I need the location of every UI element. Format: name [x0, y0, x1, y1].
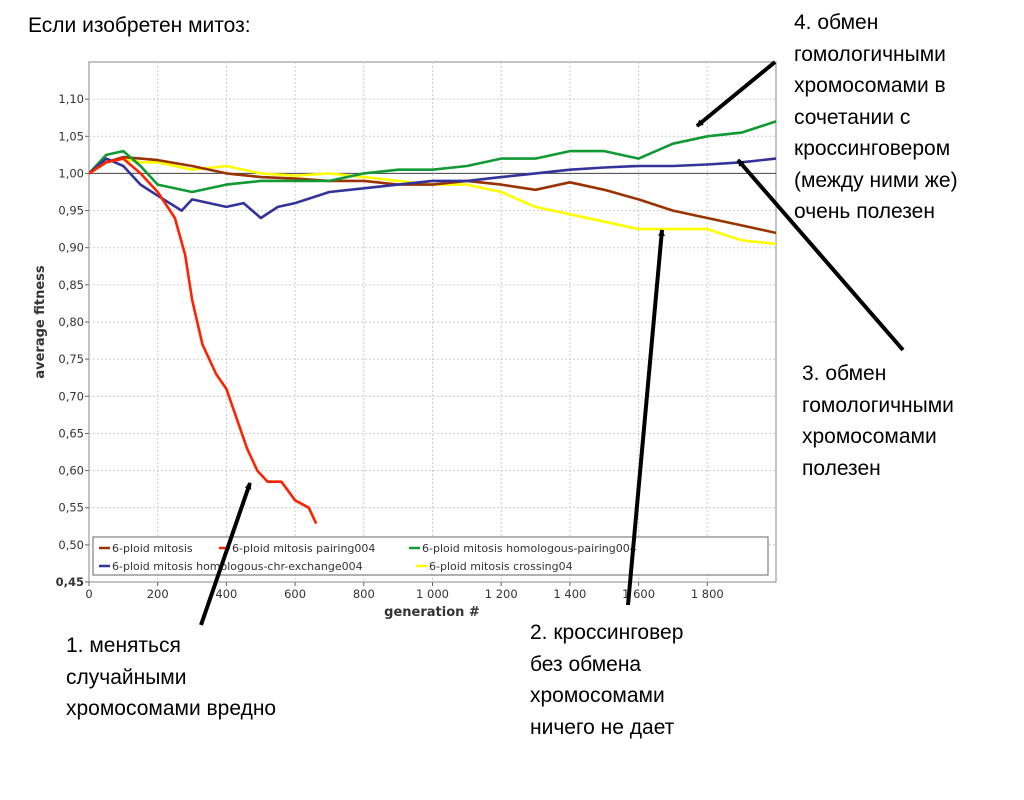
arrow-annotation-1	[199, 482, 252, 626]
y-tick-label: 1,10	[58, 92, 84, 106]
series-line	[89, 157, 776, 246]
annotation-line: кроссинговером	[794, 137, 951, 160]
legend-label: 6-ploid mitosis	[112, 542, 193, 555]
annotation-line: гомологичными	[802, 393, 954, 417]
x-axis-label: generation #	[384, 605, 480, 620]
annotation-line: хромосомами	[530, 684, 665, 707]
x-tick-label: 1 000	[416, 587, 449, 601]
annotation-line: хромосомами вредно	[66, 697, 277, 720]
x-tick-label: 800	[353, 587, 375, 601]
y-tick-label: 0,90	[58, 241, 84, 255]
x-tick-label: 200	[147, 587, 169, 601]
legend-box	[92, 536, 769, 576]
series-group	[89, 120, 776, 524]
y-tick-label: 0,95	[58, 204, 84, 218]
y-tick-label: 0,85	[58, 278, 84, 292]
annotation-3: 3. обмен гомологичными хромосомами полез…	[802, 358, 954, 484]
annotation-line: гомологичными	[794, 42, 946, 66]
y-tick-labels: 0,45 0,50 0,55 0,60 0,65 0,70 0,75 0,80 0,85 0,90…	[56, 92, 89, 589]
annotation-2: 2. кроссинговер без обмена хромосомами н…	[530, 617, 683, 743]
arrow-annotation-4	[695, 60, 777, 128]
y-tick-label: 0,75	[58, 352, 84, 366]
annotation-line: 4. обмен	[794, 11, 879, 34]
annotation-line: случайными	[66, 665, 187, 689]
annotation-line: ничего не дает	[530, 715, 675, 739]
legend-label: 6-ploid mitosis pairing004	[232, 542, 375, 555]
x-tick-label: 0	[85, 587, 92, 601]
y-axis-label: average fitness	[33, 265, 48, 379]
annotation-line: без обмена	[530, 652, 642, 676]
x-tick-label: 1 400	[553, 587, 586, 601]
annotation-line: хромосомами в	[794, 74, 946, 97]
y-tick-label: 0,45	[56, 575, 84, 589]
annotation-4: 4. обмен гомологичными хромосомами в соч…	[794, 7, 958, 228]
annotation-line: очень полезен	[794, 200, 935, 223]
legend-label: 6-ploid mitosis homologous-pairing004	[422, 542, 637, 555]
slide-title: Если изобретен митоз:	[28, 14, 251, 37]
legend-label: 6-ploid mitosis homologous-chr-exchange0…	[112, 560, 363, 573]
x-tick-label: 1 800	[691, 587, 724, 601]
annotation-line: 2. кроссинговер	[530, 621, 684, 644]
y-tick-label: 0,55	[58, 501, 84, 515]
annotation-line: сочетании с	[794, 105, 911, 129]
y-tick-label: 1,05	[58, 129, 84, 143]
y-tick-label: 0,60	[58, 464, 84, 478]
x-tick-label: 600	[284, 587, 306, 601]
annotation-line: хромосомами	[802, 425, 937, 448]
arrow-annotation-3	[736, 158, 905, 352]
y-tick-label: 0,50	[58, 538, 84, 552]
y-tick-label: 1,00	[58, 166, 84, 180]
annotation-line: полезен	[802, 456, 881, 480]
series-line	[89, 157, 317, 524]
series-line	[89, 120, 776, 194]
x-tick-label: 400	[215, 587, 237, 601]
annotation-1: 1. меняться случайными хромосомами вредн…	[66, 630, 276, 725]
y-tick-label: 0,70	[58, 389, 84, 403]
annotation-line: 1. меняться	[66, 634, 181, 657]
legend: 6-ploid mitosis 6-ploid mitosis pairing0…	[92, 536, 769, 576]
y-tick-label: 0,65	[58, 426, 84, 440]
arrow-annotation-2	[626, 228, 665, 606]
x-tick-label: 1 200	[485, 587, 518, 601]
y-tick-label: 0,80	[58, 315, 84, 329]
legend-label: 6-ploid mitosis crossing04	[429, 560, 573, 573]
annotation-line: 3. обмен	[802, 362, 887, 385]
annotation-line: (между ними же)	[794, 168, 958, 192]
